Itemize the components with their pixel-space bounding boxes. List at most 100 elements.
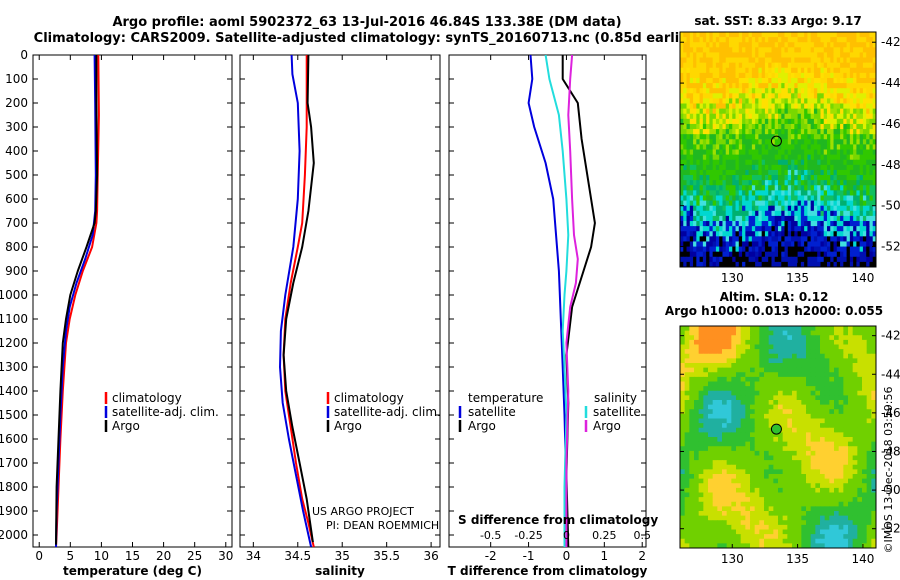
depth-tick-label: 1500 [0, 408, 28, 422]
map-frame [679, 31, 877, 268]
salinity-panel: 34 34.5 35 35.5 36 salinity [239, 54, 441, 578]
series-line-argo [282, 54, 315, 543]
x-tick-label: 0 [563, 549, 571, 563]
depth-tick-label: 1100 [0, 312, 28, 326]
legend-temp-argo-label: Argo [468, 419, 496, 433]
s-axis-tick-label: 0 [563, 529, 570, 542]
s-axis-tick-label: 0.5 [633, 529, 651, 542]
s-difference-axis-label: S difference from climatology [458, 513, 658, 527]
sla-map-title-line2: Argo h1000: 0.013 h2000: 0.055 [665, 304, 883, 318]
x-tick-label: 25 [187, 549, 202, 563]
lat-tick-label: -52 [881, 240, 900, 254]
sst-map: -42 -44 -46 -48 -50 -52 130 135 140 sat. SST: 8.3… [679, 14, 900, 285]
depth-tick-label: 1300 [0, 360, 28, 374]
argo-float-marker [770, 423, 782, 435]
lat-tick-label: -50 [881, 483, 900, 497]
x-tick-label: 2 [638, 549, 646, 563]
depth-tick-label: 400 [5, 144, 28, 158]
imos-timestamp: ©IMOS 13-Dec-2018 03:59:56 [882, 387, 895, 554]
x-tick-label: 0 [35, 549, 43, 563]
x-tick-label: 35 [335, 549, 350, 563]
x-tick-label: 35.5 [373, 549, 400, 563]
x-tick-label: 34 [246, 549, 261, 563]
lon-tick-label: 130 [721, 552, 744, 566]
plot-frame [32, 54, 233, 548]
lat-tick-label: -48 [881, 444, 900, 458]
title-line-2: Climatology: CARS2009. Satellite-adjuste… [34, 31, 701, 46]
argo-float-marker [770, 135, 782, 147]
depth-tick-label: 0 [20, 48, 28, 62]
legend-temp-satellite-label: satellite [468, 405, 516, 419]
depth-tick-label: 300 [5, 120, 28, 134]
lon-tick-label: 140 [851, 552, 874, 566]
legend-temperature-heading: temperature [468, 391, 543, 405]
depth-tick-label: 1000 [0, 288, 28, 302]
depth-tick-label: 500 [5, 168, 28, 182]
lat-tick-label: -44 [881, 367, 900, 381]
lat-tick-label: -50 [881, 199, 900, 213]
plot-frame [448, 54, 647, 548]
temperature-panel: 0100200300400500600700800900100011001200… [0, 48, 233, 578]
depth-tick-label: 700 [5, 216, 28, 230]
lon-tick-label: 140 [851, 271, 874, 285]
x-tick-label: 15 [125, 549, 140, 563]
depth-tick-label: 2000 [0, 528, 28, 542]
x-tick-label: -1 [523, 549, 535, 563]
legend-climatology-label: climatology [334, 391, 404, 405]
lat-tick-label: -46 [881, 117, 900, 131]
x-tick-label: 1 [601, 549, 609, 563]
lon-tick-label: 130 [721, 271, 744, 285]
legend-satellite-label: satellite-adj. clim. [112, 405, 219, 419]
sst-map-title: sat. SST: 8.33 Argo: 9.17 [694, 14, 861, 28]
sla-map: -42 -44 -46 -48 -50 -52 130 135 140 Altim. SLA: 0… [665, 290, 900, 566]
series-line-salinity-argo [565, 54, 579, 547]
depth-tick-label: 600 [5, 192, 28, 206]
heatmap-cells [680, 32, 877, 268]
depth-tick-label: 200 [5, 96, 28, 110]
series-line-argo [55, 55, 99, 545]
difference-legend: temperature satellite Argo salinity sate… [458, 391, 658, 527]
salinity-legend: climatology satellite-adj. clim. Argo US… [312, 391, 441, 532]
legend-salinity-heading: salinity [594, 391, 637, 405]
series-line-salinity-satellite [544, 54, 570, 547]
depth-tick-label: 800 [5, 240, 28, 254]
lon-tick-label: 135 [786, 271, 809, 285]
depth-tick-label: 1400 [0, 384, 28, 398]
lat-tick-label: -42 [881, 35, 900, 49]
legend-sal-satellite-label: satellite [593, 405, 641, 419]
legend-argo-label: Argo [334, 419, 362, 433]
depth-tick-label: 1800 [0, 480, 28, 494]
project-annotation-line2: PI: DEAN ROEMMICH [326, 519, 439, 532]
legend-satellite-label: satellite-adj. clim. [334, 405, 441, 419]
lat-tick-label: -42 [881, 329, 900, 343]
plot-frame [239, 54, 441, 548]
difference-panel: -2 -1 0 1 2T difference from climatology -0.5… [448, 54, 651, 578]
lat-tick-label: -44 [881, 76, 900, 90]
depth-tick-label: 900 [5, 264, 28, 278]
s-axis-tick-label: -0.25 [514, 529, 542, 542]
x-tick-label: 34.5 [284, 549, 311, 563]
heatmap-cells [680, 326, 877, 549]
depth-tick-label: 100 [5, 72, 28, 86]
lat-tick-label: -46 [881, 406, 900, 420]
lat-tick-label: -48 [881, 158, 900, 172]
depth-tick-label: 1700 [0, 456, 28, 470]
series-line-satellite-adj-clim- [279, 54, 313, 548]
x-tick-label: 10 [94, 549, 109, 563]
x-tick-label: 5 [66, 549, 74, 563]
title-line-1: Argo profile: aoml 5902372_63 13-Jul-201… [112, 15, 621, 30]
depth-tick-label: 1200 [0, 336, 28, 350]
x-tick-label: -2 [485, 549, 497, 563]
maps: -42 -44 -46 -48 -50 -52 130 135 140 sat. SST: 8.3… [665, 14, 900, 566]
x-axis-label: salinity [315, 564, 365, 578]
depth-tick-label: 1900 [0, 504, 28, 518]
s-axis-tick-label: 0.25 [592, 529, 617, 542]
lat-tick-label: -52 [881, 522, 900, 536]
s-axis-tick-label: -0.5 [480, 529, 501, 542]
legend-sal-argo-label: Argo [593, 419, 621, 433]
map-frame [679, 325, 877, 549]
sla-map-title-line1: Altim. SLA: 0.12 [720, 290, 829, 304]
project-annotation-line1: US ARGO PROJECT [312, 505, 414, 518]
x-tick-label: 36 [423, 549, 438, 563]
